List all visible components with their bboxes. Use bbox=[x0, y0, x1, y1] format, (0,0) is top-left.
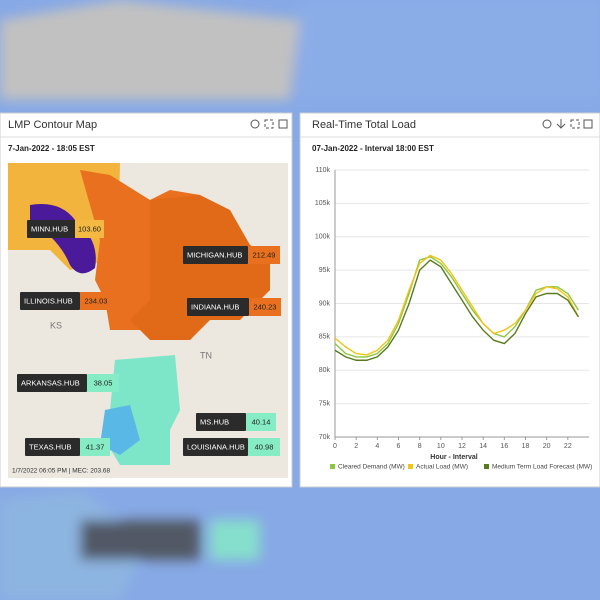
x-tick-label: 2 bbox=[354, 443, 358, 450]
hub-name-box bbox=[27, 220, 75, 238]
y-tick-label: 80k bbox=[319, 367, 331, 374]
hub-value-box bbox=[249, 298, 281, 316]
series-line bbox=[334, 259, 580, 361]
hub-name: LOUISIANA.HUB bbox=[187, 442, 245, 451]
hub-name: TEXAS.HUB bbox=[29, 442, 72, 451]
hub-name-box bbox=[20, 292, 80, 310]
hub-value-box bbox=[80, 438, 110, 456]
hub-value-box bbox=[248, 246, 280, 264]
panel-title: Real-Time Total Load bbox=[312, 119, 416, 131]
hub-value-box bbox=[87, 374, 119, 392]
hub-value: 234.03 bbox=[85, 296, 108, 305]
hub-name: MS.HUB bbox=[200, 417, 229, 426]
hub-value: 38.05 bbox=[94, 378, 113, 387]
legend-label: Cleared Demand (MW) bbox=[338, 464, 405, 471]
panel-icons[interactable] bbox=[542, 119, 593, 129]
panel-icons[interactable] bbox=[250, 119, 288, 129]
chart-subtitle: 07-Jan-2022 - Interval 18:00 EST bbox=[312, 144, 434, 153]
y-tick-label: 95k bbox=[319, 267, 331, 274]
x-tick-label: 14 bbox=[479, 443, 487, 450]
map-footer: 1/7/2022 06:05 PM | MEC: 203.68 bbox=[12, 468, 111, 475]
hub-value: 103.60 bbox=[78, 224, 101, 233]
state-label: KS bbox=[50, 320, 62, 330]
y-tick-label: 110k bbox=[315, 167, 330, 174]
hub-value-box bbox=[75, 220, 104, 238]
hub-name: ARKANSAS.HUB bbox=[21, 378, 80, 387]
y-tick-label: 100k bbox=[315, 234, 331, 241]
hub-value: 240.23 bbox=[254, 302, 277, 311]
y-tick-label: 85k bbox=[319, 334, 331, 341]
hub-value: 40.98 bbox=[255, 442, 274, 451]
hub-labels: MINN.HUB 103.60 MICHIGAN.HUB 212.49 ILLINOIS… bbox=[17, 220, 281, 456]
x-tick-label: 12 bbox=[458, 443, 466, 450]
x-tick-label: 10 bbox=[437, 443, 445, 450]
hub-name: MICHIGAN.HUB bbox=[187, 250, 242, 259]
legend-swatch bbox=[408, 464, 413, 469]
x-tick-label: 6 bbox=[397, 443, 401, 450]
hub-name-box bbox=[17, 374, 87, 392]
hub-name: INDIANA.HUB bbox=[191, 302, 239, 311]
hub-name: MINN.HUB bbox=[31, 224, 68, 233]
state-label: TN bbox=[200, 350, 212, 360]
legend-label: Actual Load (MW) bbox=[416, 464, 468, 471]
x-tick-label: 22 bbox=[564, 443, 572, 450]
x-tick-label: 0 bbox=[333, 443, 337, 450]
x-tick-label: 16 bbox=[500, 443, 508, 450]
hub-value-box bbox=[248, 438, 280, 456]
hub-value: 40.14 bbox=[252, 417, 271, 426]
chart: 70k 75k 80k 85k 90k 95k 100k 105k 110k 0 2 4 6 8 10 12 1… bbox=[315, 167, 592, 471]
x-tick-label: 4 bbox=[375, 443, 379, 450]
y-tick-label: 90k bbox=[319, 300, 331, 307]
hub-name-box bbox=[183, 246, 248, 264]
series-line bbox=[334, 254, 580, 356]
x-tick-label: 8 bbox=[418, 443, 422, 450]
legend-swatch bbox=[484, 464, 489, 469]
y-tick-label: 75k bbox=[319, 400, 331, 407]
hub-name-box bbox=[187, 298, 249, 316]
legend-label: Medium Term Load Forecast (MW) bbox=[492, 464, 592, 471]
x-tick-label: 20 bbox=[543, 443, 551, 450]
x-tick-label: 18 bbox=[522, 443, 530, 450]
map-timestamp: 7-Jan-2022 - 18:05 EST bbox=[8, 144, 95, 153]
hub-value: 212.49 bbox=[253, 250, 276, 259]
x-axis-label: Hour - Interval bbox=[430, 454, 478, 461]
hub-name-box bbox=[25, 438, 80, 456]
chart-panel bbox=[299, 112, 600, 488]
hub-value-box bbox=[246, 413, 276, 431]
hub-name-box bbox=[183, 438, 248, 456]
hub-value: 41.37 bbox=[86, 442, 105, 451]
series-line bbox=[334, 256, 580, 358]
hub-name: ILLINOIS.HUB bbox=[24, 296, 73, 305]
y-tick-label: 105k bbox=[315, 200, 331, 207]
y-tick-label: 70k bbox=[319, 434, 331, 441]
legend-swatch bbox=[330, 464, 335, 469]
panel-title: LMP Contour Map bbox=[8, 119, 97, 131]
hub-value-box bbox=[80, 292, 112, 310]
hub-name-box bbox=[196, 413, 246, 431]
